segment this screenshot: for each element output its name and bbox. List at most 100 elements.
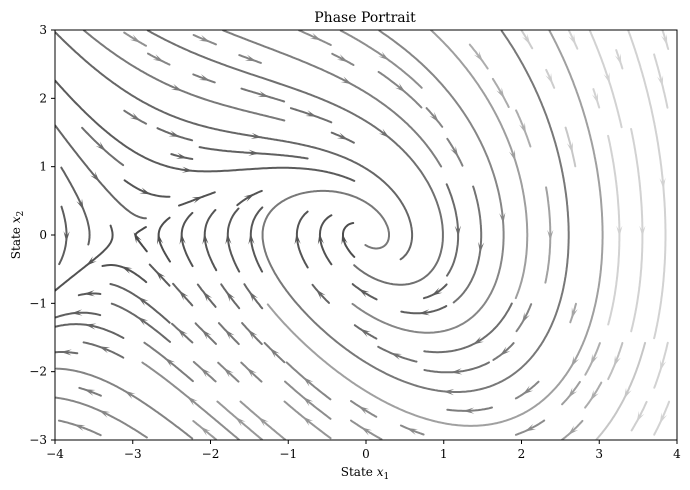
streamline-arrow (63, 231, 70, 243)
streamline-arrow (616, 225, 623, 237)
streamline (595, 341, 647, 440)
streamlines-layer (55, 30, 671, 440)
streamline-arrow (590, 389, 599, 402)
streamline-arrow (522, 385, 534, 395)
streamline-arrow (305, 110, 317, 117)
streamline-arrow (181, 166, 194, 173)
streamline-arrow (390, 352, 402, 360)
y-tick-label: 2 (39, 91, 47, 105)
streamline-arrow (133, 232, 142, 244)
streamline-arrow (590, 353, 598, 366)
streamline (422, 283, 448, 300)
streamline-arrow (168, 130, 181, 137)
streamline-arrow (472, 336, 484, 345)
streamline-arrow (139, 187, 151, 195)
streamline-arrow (566, 141, 573, 154)
streamline-arrow (198, 74, 211, 81)
y-axis-label: State x2 (9, 211, 26, 259)
streamline-arrow (358, 405, 370, 415)
x-axis-label: State x1 (341, 465, 389, 482)
chart-title: Phase Portrait (314, 10, 416, 26)
streamline (311, 283, 330, 304)
streamline (226, 207, 241, 273)
streamline-arrow (98, 346, 111, 354)
streamline (123, 179, 171, 198)
streamline-arrow (340, 76, 353, 85)
streamline-arrow (302, 396, 314, 407)
streamline-arrow (170, 83, 183, 92)
streamline-arrow (567, 425, 579, 436)
streamline-arrow (567, 387, 578, 399)
streamline-arrow (336, 54, 349, 63)
streamline (157, 216, 171, 263)
streamline (243, 283, 264, 310)
streamline-arrow (378, 128, 390, 138)
streamline-arrow (524, 423, 536, 432)
streamline (514, 380, 540, 400)
streamline (266, 30, 604, 427)
streamline (468, 43, 489, 70)
streamline-arrow (84, 323, 97, 330)
streamline (134, 226, 148, 253)
streamline (653, 341, 669, 389)
streamline-arrow (201, 329, 212, 340)
streamline-arrow (395, 83, 406, 93)
x-tick-label: 1 (440, 447, 448, 461)
streamline (55, 31, 414, 261)
streamline-arrow (157, 233, 164, 245)
streamline-arrow (545, 72, 553, 85)
streamline-arrow (246, 367, 257, 378)
streamline-arrow (639, 225, 646, 237)
streamline-arrow (129, 112, 141, 121)
streamline-arrow (124, 390, 136, 400)
streamline (109, 283, 171, 324)
streamline-arrow (73, 424, 86, 432)
streamline-arrow (244, 54, 257, 62)
streamline-arrow (175, 152, 188, 159)
streamline (55, 79, 356, 182)
streamline-arrow (248, 149, 260, 156)
x-axis-ticks: −4 −3 −2 −1 0 1 2 3 4 (46, 440, 681, 461)
x-tick-label: −3 (124, 447, 142, 461)
streamline (55, 124, 147, 220)
streamline-arrow (121, 266, 133, 274)
streamline-arrow (378, 51, 390, 61)
streamline (588, 30, 623, 129)
streamline-arrow (661, 33, 668, 46)
streamline (220, 283, 241, 310)
streamline (57, 419, 102, 437)
streamline-arrow (269, 347, 280, 358)
x-tick-label: −2 (202, 447, 220, 461)
streamline-arrow (86, 256, 97, 266)
streamline (261, 30, 570, 393)
x-tick-label: 0 (362, 447, 370, 461)
streamline-arrow (442, 389, 455, 396)
y-tick-label: −3 (29, 433, 47, 447)
streamline-arrow (191, 196, 204, 204)
streamline (339, 30, 423, 89)
streamline (584, 381, 603, 409)
streamline-arrow (499, 346, 511, 356)
x-tick-label: 4 (673, 447, 681, 461)
streamline-arrow (359, 328, 371, 338)
streamline (55, 224, 114, 292)
streamline-arrow (200, 426, 211, 436)
streamline (263, 341, 286, 364)
streamline (584, 342, 601, 376)
streamline-arrow (129, 34, 141, 43)
streamline-arrow (202, 291, 213, 302)
streamline (377, 345, 418, 363)
streamline (445, 183, 460, 277)
streamline-arrow (187, 396, 198, 406)
streamline (222, 30, 443, 168)
streamline-arrow (450, 145, 459, 158)
streamline-arrow (137, 316, 149, 326)
streamline-arrow (302, 416, 314, 426)
streamline-arrow (547, 229, 554, 241)
streamline (520, 30, 534, 50)
streamline (123, 31, 147, 47)
streamline-arrow (508, 149, 516, 162)
streamline (491, 77, 510, 108)
streamline (561, 419, 584, 440)
streamline-arrow (90, 171, 100, 182)
